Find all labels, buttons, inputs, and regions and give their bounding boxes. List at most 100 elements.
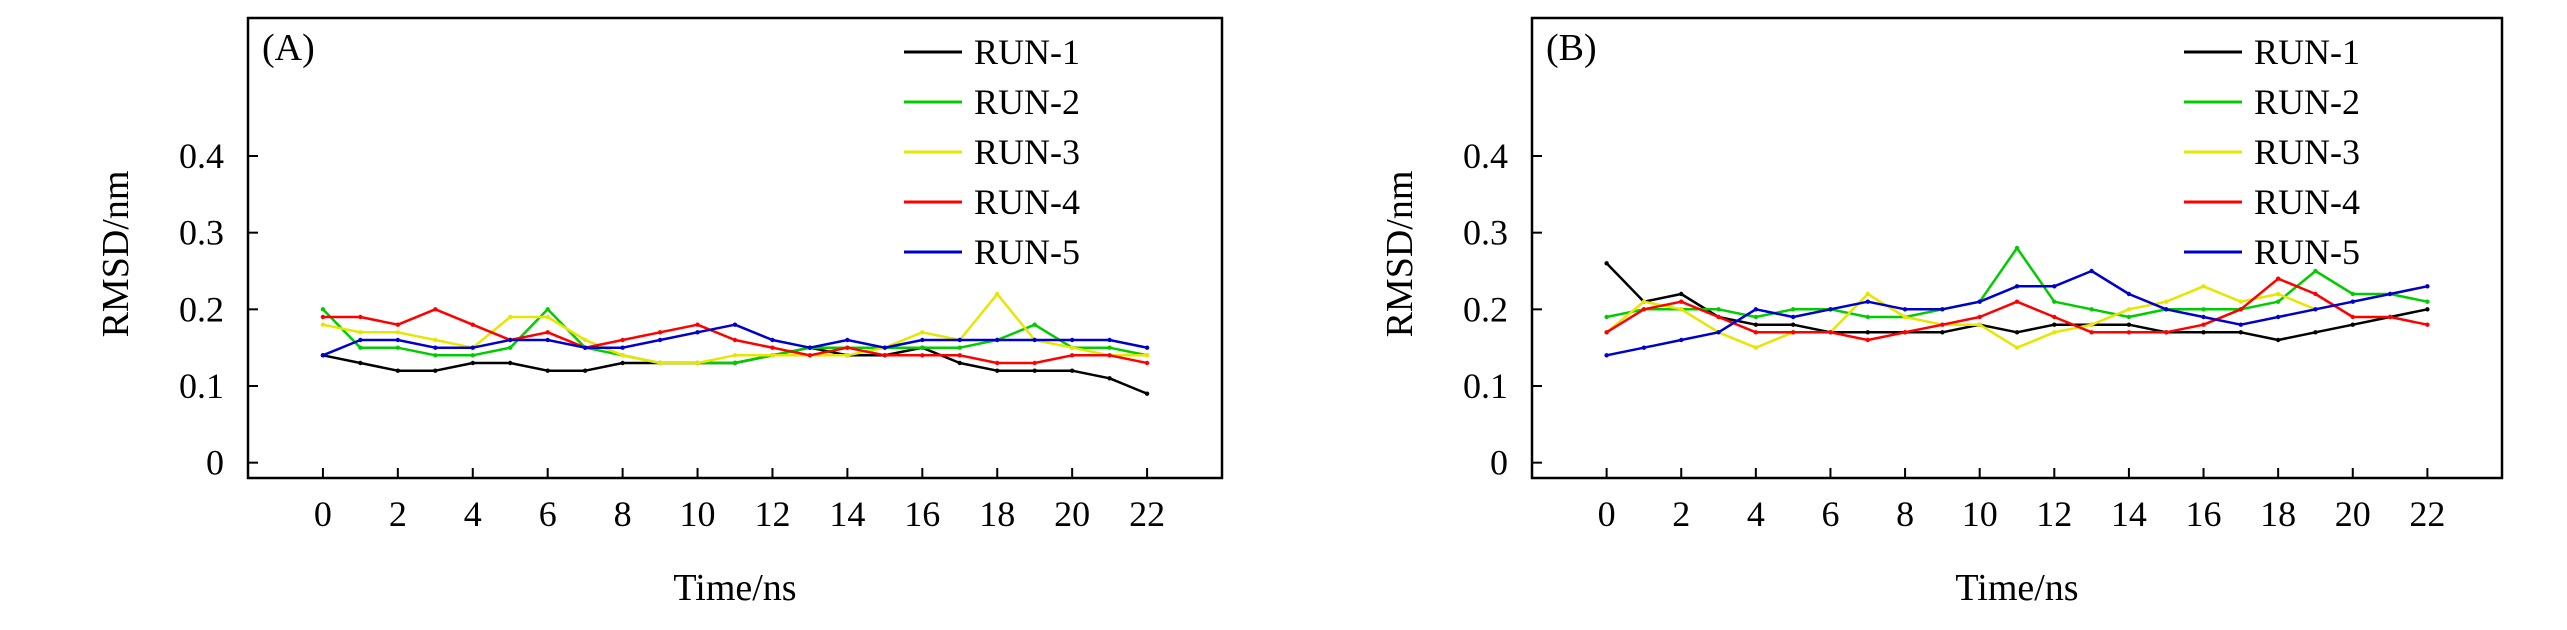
- panel-a-data-point-run-5: [1107, 337, 1112, 343]
- panel-a-y-tick-label: 0.2: [179, 289, 224, 329]
- panel-b-data-point-run-2: [2275, 299, 2281, 304]
- panel-a-data-point-run-5: [732, 322, 738, 327]
- panel-b-data-point-run-1: [1940, 330, 1945, 335]
- panel-a-data-point-run-1: [1032, 368, 1037, 373]
- panel-a-data-point-run-5: [957, 337, 962, 343]
- panel-b-y-tick-label: 0.4: [1463, 136, 1508, 176]
- panel-a-data-point-run-5: [1144, 345, 1150, 350]
- panel-b-data-point-run-4: [1790, 330, 1796, 335]
- panel-a-data-point-run-4: [433, 307, 438, 312]
- panel-a-data-point-run-4: [995, 360, 1000, 366]
- panel-a-x-tick-label: 14: [829, 494, 865, 534]
- panel-a-data-point-run-2: [508, 345, 513, 350]
- panel-a-data-point-run-3: [1069, 345, 1075, 350]
- panel-b-data-point-run-1: [2425, 307, 2430, 312]
- panel-a-data-point-run-5: [770, 337, 775, 343]
- panel-b-x-tick-label: 22: [2409, 494, 2445, 534]
- panel-a-data-point-run-2: [1032, 322, 1037, 327]
- panel-b-data-point-run-4: [1679, 299, 1684, 304]
- panel-b-data-point-run-4: [2350, 314, 2355, 320]
- panel-a-data-point-run-2: [320, 307, 326, 312]
- panel-b-data-point-run-5: [1679, 337, 1684, 343]
- panel-a-data-point-run-5: [1069, 337, 1075, 343]
- panel-b-data-point-run-1: [1790, 322, 1796, 327]
- panel-a-data-point-run-3: [433, 337, 438, 343]
- panel-b-data-point-run-4: [1902, 330, 1908, 335]
- panel-b-data-point-run-1: [2201, 330, 2206, 335]
- panel-a-data-point-run-1: [1107, 376, 1112, 381]
- panel-a-data-point-run-3: [1144, 353, 1150, 358]
- panel-b-data-point-run-4: [2126, 330, 2132, 335]
- panel-a-plot-frame: [246, 16, 1224, 480]
- panel-b-data-point-run-5: [2089, 268, 2094, 274]
- panel-b-data-point-run-1: [2052, 322, 2057, 327]
- panel-b-data-point-run-3: [2052, 330, 2057, 335]
- panel-a-data-point-run-2: [957, 345, 962, 350]
- panel-b-data-point-run-2: [1865, 314, 1870, 320]
- panel-a-panel-label: (A): [262, 27, 315, 69]
- panel-b-data-point-run-2: [2014, 245, 2020, 251]
- panel-b-data-point-run-2: [1790, 307, 1796, 312]
- chart-panel-a: 0 2 4 6 8 10 12 14 16 18 20 22 0 0.1 0.2 0.3 0.4 Time/ns R…: [95, 16, 1224, 609]
- panel-b-data-point-run-4: [1828, 330, 1833, 335]
- panel-a-legend-label-run-5: RUN-5: [974, 232, 1080, 272]
- panel-b-data-point-run-1: [1679, 291, 1684, 297]
- panel-b-data-point-run-1: [2350, 322, 2355, 327]
- panel-b-x-tick-label: 4: [1747, 494, 1765, 534]
- panel-a-data-point-run-4: [845, 345, 850, 350]
- panel-a-data-point-run-4: [1144, 360, 1150, 366]
- panel-b-x-tick-label: 16: [2186, 494, 2222, 534]
- panel-b-data-point-run-3: [2164, 299, 2169, 304]
- panel-a-data-point-run-3: [545, 314, 550, 320]
- panel-a-data-point-run-4: [657, 330, 663, 335]
- panel-a-data-point-run-5: [657, 337, 663, 343]
- panel-b-data-point-run-5: [1604, 353, 1609, 358]
- panel-b-data-point-run-1: [1865, 330, 1870, 335]
- panel-b-data-point-run-4: [1604, 330, 1609, 335]
- panel-b-x-tick-label: 2: [1672, 494, 1690, 534]
- panel-a-y-tick-label: 0.3: [179, 213, 224, 253]
- panel-a-x-axis-label: Time/ns: [673, 567, 796, 609]
- panel-b-data-point-run-1: [2014, 330, 2020, 335]
- panel-b-data-point-run-4: [1753, 330, 1759, 335]
- panel-a-data-point-run-1: [508, 360, 513, 366]
- panel-a-data-point-run-5: [358, 337, 363, 343]
- panel-a-data-point-run-5: [508, 337, 513, 343]
- panel-b-x-tick-label: 12: [2036, 494, 2072, 534]
- panel-a-legend-label-run-1: RUN-1: [974, 32, 1080, 72]
- panel-a-data-point-run-4: [1032, 360, 1037, 366]
- panel-b-x-tick-label: 0: [1598, 494, 1616, 534]
- panel-b-series-line-run-5: [1606, 269, 2428, 357]
- panel-a-data-point-run-2: [545, 307, 550, 312]
- panel-b-data-point-run-5: [2387, 291, 2393, 297]
- panel-a-data-point-run-2: [920, 345, 925, 350]
- panel-b-data-point-run-3: [2275, 291, 2281, 297]
- panel-b-data-point-run-2: [2052, 299, 2057, 304]
- panel-a-data-point-run-3: [920, 330, 925, 335]
- panel-b-data-point-run-5: [1641, 345, 1647, 350]
- panel-b-data-point-run-3: [2089, 322, 2094, 327]
- panel-b-data-point-run-5: [2164, 307, 2169, 312]
- panel-a-data-point-run-1: [1069, 368, 1075, 373]
- panel-b-data-point-run-1: [1604, 261, 1609, 266]
- panel-b-data-point-run-5: [2313, 307, 2318, 312]
- panel-b-data-point-run-5: [2350, 299, 2355, 304]
- panel-b-data-point-run-5: [1902, 307, 1908, 312]
- panel-a-data-point-run-5: [807, 345, 813, 350]
- panel-a-data-point-run-1: [358, 360, 363, 366]
- panel-a-y-tick-label: 0: [206, 443, 224, 483]
- panel-b-data-point-run-4: [2275, 276, 2281, 281]
- panel-a-data-point-run-4: [732, 337, 738, 343]
- panel-b-data-point-run-3: [2238, 299, 2244, 304]
- panel-a-data-point-run-1: [545, 368, 550, 373]
- panel-b-legend-label-run-1: RUN-1: [2254, 32, 2360, 72]
- panel-a-data-point-run-3: [732, 353, 738, 358]
- panel-b-x-tick-label: 6: [1821, 494, 1839, 534]
- panel-a-data-point-run-4: [545, 330, 550, 335]
- panel-a-data-point-run-4: [358, 314, 363, 320]
- panel-b-data-point-run-1: [1753, 322, 1759, 327]
- panel-b-data-point-run-2: [1604, 314, 1609, 320]
- panel-b-data-point-run-3: [1753, 345, 1759, 350]
- panel-b-legend-label-run-5: RUN-5: [2254, 232, 2360, 272]
- panel-a-data-point-run-5: [620, 345, 625, 350]
